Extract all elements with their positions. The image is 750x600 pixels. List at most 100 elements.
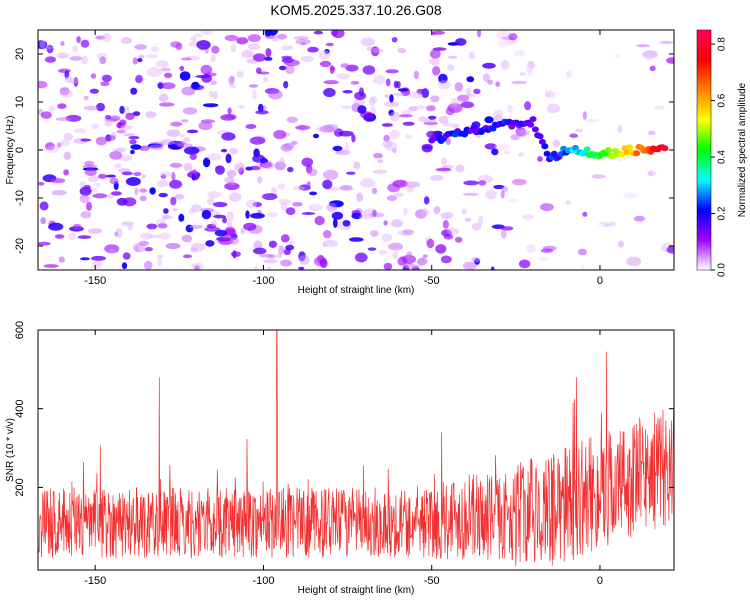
spectrogram-blob <box>79 194 90 204</box>
spectrogram-blob <box>363 208 378 218</box>
spectrogram-blob <box>426 105 436 112</box>
spectrogram-blob <box>503 150 510 155</box>
spectrogram-blob <box>95 136 108 146</box>
spectrogram-blob <box>332 145 343 152</box>
spectrogram-blob <box>190 36 197 42</box>
spectrogram-blob <box>349 187 355 191</box>
spectrogram-blob <box>322 243 327 247</box>
spectrogram-blob <box>183 137 190 143</box>
spectrogram-blob <box>313 133 319 139</box>
spectrogram-blob <box>477 30 482 38</box>
spectrogram-blob <box>300 55 315 63</box>
spectrogram-blob <box>511 80 527 85</box>
spectrogram-blob <box>485 189 498 200</box>
spectrogram-blob <box>104 135 116 141</box>
spectrogram-blob <box>487 79 494 85</box>
spectrogram-blob <box>462 192 479 196</box>
spectrogram-blob <box>229 180 235 186</box>
spectrogram-blob <box>381 233 392 243</box>
spectrogram-blob <box>393 192 404 197</box>
spectrogram-blob <box>257 103 264 113</box>
spectrogram-blob <box>617 124 623 134</box>
spectrogram-blob <box>97 173 107 179</box>
spectrogram-blob <box>280 234 290 243</box>
spectrogram-ridge-mark <box>604 147 612 154</box>
spectrogram-blob <box>104 120 113 127</box>
spectrogram-blob <box>189 153 197 160</box>
spectrogram-blob <box>73 128 87 134</box>
spectrogram-blob <box>319 258 328 269</box>
spectrogram-blob <box>120 37 133 44</box>
spectrogram-blob <box>626 256 642 267</box>
spectrogram-blob <box>255 110 269 115</box>
spectrogram-blob <box>267 30 279 36</box>
spectrogram-blob <box>54 234 65 239</box>
spectrogram-blob <box>277 183 286 190</box>
spectrogram-blob <box>245 199 257 208</box>
spectrogram-blob <box>68 232 77 241</box>
spectrogram-blob <box>463 180 480 186</box>
spectrogram-blob <box>204 226 221 232</box>
spectrogram-blob <box>582 211 588 217</box>
spectrogram-y-tick-label: -10 <box>14 190 26 206</box>
spectrogram-blob <box>402 229 415 236</box>
spectrogram-y-tick-label: -20 <box>14 238 26 254</box>
spectrogram-blob <box>240 227 245 235</box>
spectrogram-blob <box>63 133 74 141</box>
spectrogram-blob <box>339 185 353 191</box>
spectrogram-blob <box>313 30 323 35</box>
spectrogram-blob <box>301 212 316 215</box>
spectrogram-blob <box>207 191 222 199</box>
spectrogram-blob <box>60 41 65 46</box>
spectrogram-blob <box>46 145 60 154</box>
spectrogram-blob <box>288 241 295 245</box>
spectrogram-blob <box>392 251 399 260</box>
spectrogram-blob <box>264 56 273 61</box>
colorbar-gradient <box>696 29 712 271</box>
spectrogram-ridge-mark <box>633 150 641 157</box>
spectrogram-blob <box>325 42 334 47</box>
spectrogram-blob <box>109 248 115 254</box>
spectrogram-blob <box>471 257 481 263</box>
spectrogram-blob <box>406 251 413 260</box>
spectrogram-blob <box>72 45 79 53</box>
spectrogram-blob <box>552 139 560 147</box>
spectrogram-blob <box>80 138 92 142</box>
spectrogram-blob <box>166 129 181 137</box>
spectrogram-blob <box>64 75 73 84</box>
spectrogram-blob <box>446 64 455 71</box>
spectrogram-blob <box>544 88 551 98</box>
spectrogram-blob <box>155 60 169 68</box>
spectrogram-blob <box>421 145 433 153</box>
spectrogram-blob <box>623 192 638 199</box>
spectrogram-blob <box>57 103 67 109</box>
spectrogram-blob <box>109 177 119 185</box>
spectrogram-blob <box>94 182 101 187</box>
spectrogram-blob <box>511 178 527 186</box>
spectrogram-blob <box>140 232 153 240</box>
spectrogram-blob <box>259 254 275 258</box>
spectrogram-blob <box>277 33 287 40</box>
spectrogram-blob <box>482 73 491 82</box>
spectrogram-x-ticks: -150 -100 -50 0 <box>84 30 603 287</box>
spectrogram-blob <box>430 174 444 181</box>
spectrogram-blob <box>666 245 674 254</box>
spectrogram-blob <box>69 56 83 61</box>
spectrogram-blob <box>150 46 160 52</box>
spectrogram-blob <box>83 184 91 189</box>
spectrogram-blob <box>360 37 375 47</box>
spectrogram-blob <box>306 181 311 187</box>
spectrogram-blob <box>525 244 536 254</box>
spectrogram-blob <box>383 101 400 107</box>
spectrogram-blob <box>447 55 458 59</box>
spectrogram-blob <box>139 188 148 193</box>
colorbar-tick-label: 0.0 <box>717 263 728 277</box>
spectrogram-x-label: Height of straight line (km) <box>298 285 415 296</box>
spectrogram-blob <box>99 56 107 65</box>
spectrogram-blob <box>271 35 279 42</box>
spectrogram-blob <box>57 142 62 148</box>
spectrogram-blob <box>649 65 656 72</box>
spectrogram-blob <box>468 51 475 60</box>
spectrogram-blob <box>460 101 475 109</box>
spectrogram-blob <box>45 142 55 151</box>
